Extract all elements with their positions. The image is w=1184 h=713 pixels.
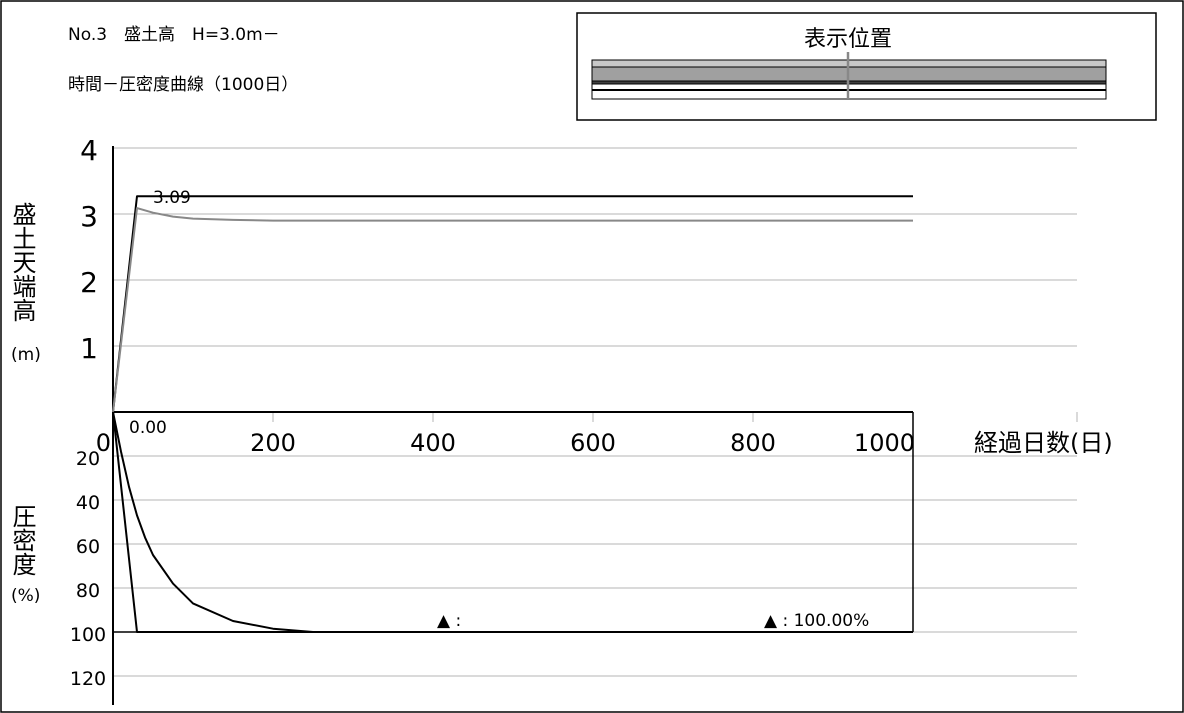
y-axis-unit-consolidation: (%) xyxy=(11,586,41,606)
y-tick-label-height: 3 xyxy=(80,200,98,233)
y-tick-label-consolidation: 60 xyxy=(76,536,100,558)
x-tick-label: 400 xyxy=(410,429,456,457)
header-title: No.3 盛土高 H=3.0m－ xyxy=(68,25,280,45)
y-tick-label-consolidation: 120 xyxy=(70,668,106,690)
x-tick-label: 600 xyxy=(570,429,616,457)
peak-annotation: 3.09 xyxy=(153,188,191,208)
y-tick-label-height: 4 xyxy=(80,134,98,167)
midpoint-annotation: ▲ : xyxy=(437,611,461,631)
bot-series xyxy=(112,411,913,633)
series-instant-consolidation xyxy=(112,411,913,633)
series-planned-height xyxy=(112,195,913,413)
x-tick-label: 1000 xyxy=(854,429,915,457)
y-axis-unit-height: (m) xyxy=(11,345,41,365)
y-tick-label-consolidation: 80 xyxy=(76,580,100,602)
header-subtitle: 時間－圧密度曲線（1000日） xyxy=(68,75,299,95)
series-measured-height xyxy=(112,207,913,413)
y-tick-label-consolidation: 100 xyxy=(70,624,106,646)
x-axis-title: 経過日数(日) xyxy=(974,429,1113,457)
bot-grid xyxy=(113,455,1077,677)
y-axis-label-consolidation: 圧密度 xyxy=(8,504,36,576)
y-tick-label-height: 1 xyxy=(80,332,98,365)
series-consolidation-curve xyxy=(112,411,314,633)
axes xyxy=(112,146,1078,705)
x-tick-label: 200 xyxy=(250,429,296,457)
final-annotation: ▲ : 100.00% xyxy=(764,611,869,631)
top-grid xyxy=(113,147,1077,347)
x-tick-label: 800 xyxy=(730,429,776,457)
y-axis-label-height: 盛土天端高 xyxy=(8,202,36,322)
x-tick-label: 0 xyxy=(96,429,111,457)
position-box: 表示位置 xyxy=(576,12,1157,121)
annotations: 3.09 0.00 ▲ : ▲ : 100.00% xyxy=(129,188,869,631)
y-tick-label-height: 2 xyxy=(80,266,98,299)
position-box-title: 表示位置 xyxy=(804,27,892,52)
y-tick-label-consolidation: 40 xyxy=(76,492,100,514)
tick-labels: 1 2 3 4 20 40 60 80 100 120 0 200 400 600 800 1000 経過日数(… xyxy=(70,134,1113,690)
y-tick-label-consolidation: 20 xyxy=(76,448,100,470)
start-annotation: 0.00 xyxy=(129,418,167,438)
top-series xyxy=(112,195,913,413)
